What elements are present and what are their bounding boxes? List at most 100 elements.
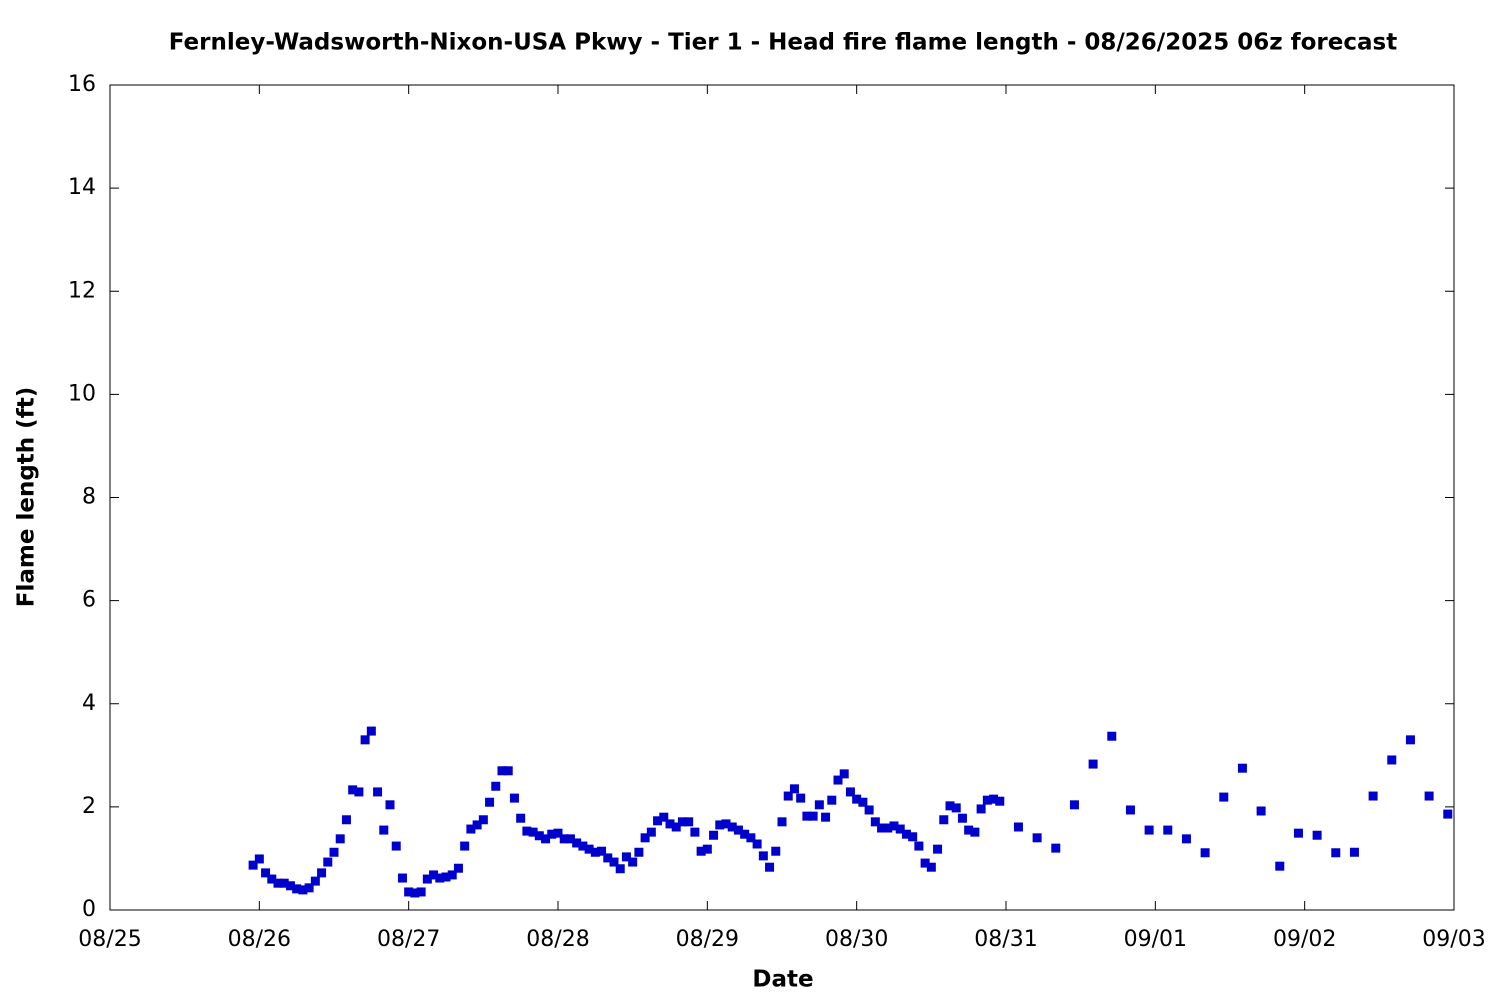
point	[460, 841, 470, 851]
point	[933, 844, 943, 854]
point	[727, 822, 737, 832]
x-tick-label: 08/29	[676, 927, 739, 952]
point	[1163, 825, 1173, 835]
point	[628, 857, 638, 867]
point	[957, 813, 967, 823]
point	[1069, 800, 1079, 810]
point	[360, 735, 370, 745]
x-tick-label: 08/26	[228, 927, 291, 952]
point	[808, 811, 818, 821]
point	[908, 832, 918, 842]
point	[597, 846, 607, 856]
point	[858, 797, 868, 807]
point	[802, 811, 812, 821]
x-tick-label: 09/01	[1124, 927, 1187, 952]
y-tick-label: 12	[68, 278, 96, 303]
point	[740, 829, 750, 839]
x-tick-label: 09/02	[1273, 927, 1336, 952]
y-tick-label: 4	[82, 691, 96, 716]
point	[640, 833, 650, 843]
point	[870, 817, 880, 827]
point	[646, 827, 656, 837]
x-tick-label: 08/31	[974, 927, 1037, 952]
point	[665, 819, 675, 829]
point	[335, 834, 345, 844]
point	[503, 766, 513, 776]
y-tick-label: 14	[68, 175, 96, 200]
point	[565, 834, 575, 844]
point	[1331, 848, 1341, 858]
point	[901, 829, 911, 839]
point	[839, 769, 849, 779]
point	[765, 862, 775, 872]
point	[733, 825, 743, 835]
point	[366, 726, 376, 736]
point	[329, 847, 339, 857]
x-tick-label: 08/28	[526, 927, 589, 952]
point	[889, 821, 899, 831]
point	[945, 801, 955, 811]
point	[920, 858, 930, 868]
plot-frame	[109, 84, 1455, 911]
point	[677, 817, 687, 827]
point	[1013, 822, 1023, 832]
point	[989, 794, 999, 804]
point	[379, 825, 389, 835]
point	[1293, 828, 1303, 838]
point	[453, 863, 463, 873]
point	[653, 816, 663, 826]
point	[696, 846, 706, 856]
point	[1387, 755, 1397, 765]
point	[285, 881, 295, 891]
point	[702, 844, 712, 854]
point	[435, 873, 445, 883]
point	[298, 885, 308, 895]
point	[821, 812, 831, 822]
point	[746, 833, 756, 843]
point	[447, 870, 457, 880]
point	[852, 794, 862, 804]
point	[914, 841, 924, 851]
point	[659, 812, 669, 822]
y-axis-label: Flame length (ft)	[14, 387, 40, 607]
point	[789, 784, 799, 794]
point	[1368, 791, 1378, 801]
point	[982, 795, 992, 805]
point	[771, 846, 781, 856]
point	[304, 883, 314, 893]
point	[341, 815, 351, 825]
point	[939, 815, 949, 825]
x-axis-label: Date	[752, 967, 813, 993]
point	[279, 878, 289, 888]
point	[752, 839, 762, 849]
point	[684, 817, 694, 827]
point	[877, 823, 887, 833]
point	[485, 797, 495, 807]
point	[404, 887, 414, 897]
point	[1275, 861, 1285, 871]
point	[584, 844, 594, 854]
point	[466, 824, 476, 834]
point	[783, 791, 793, 801]
point	[1107, 731, 1117, 741]
point	[951, 803, 961, 813]
point	[534, 831, 544, 841]
point	[522, 826, 532, 836]
point	[603, 853, 613, 863]
point	[777, 817, 787, 827]
point	[995, 796, 1005, 806]
point	[578, 841, 588, 851]
point	[864, 805, 874, 815]
x-tick-label: 08/30	[825, 927, 888, 952]
point	[634, 847, 644, 857]
point	[273, 878, 283, 888]
point	[715, 820, 725, 830]
point	[621, 852, 631, 862]
point	[385, 800, 395, 810]
point	[827, 795, 837, 805]
point	[416, 887, 426, 897]
point	[1256, 806, 1266, 816]
point	[964, 825, 974, 835]
